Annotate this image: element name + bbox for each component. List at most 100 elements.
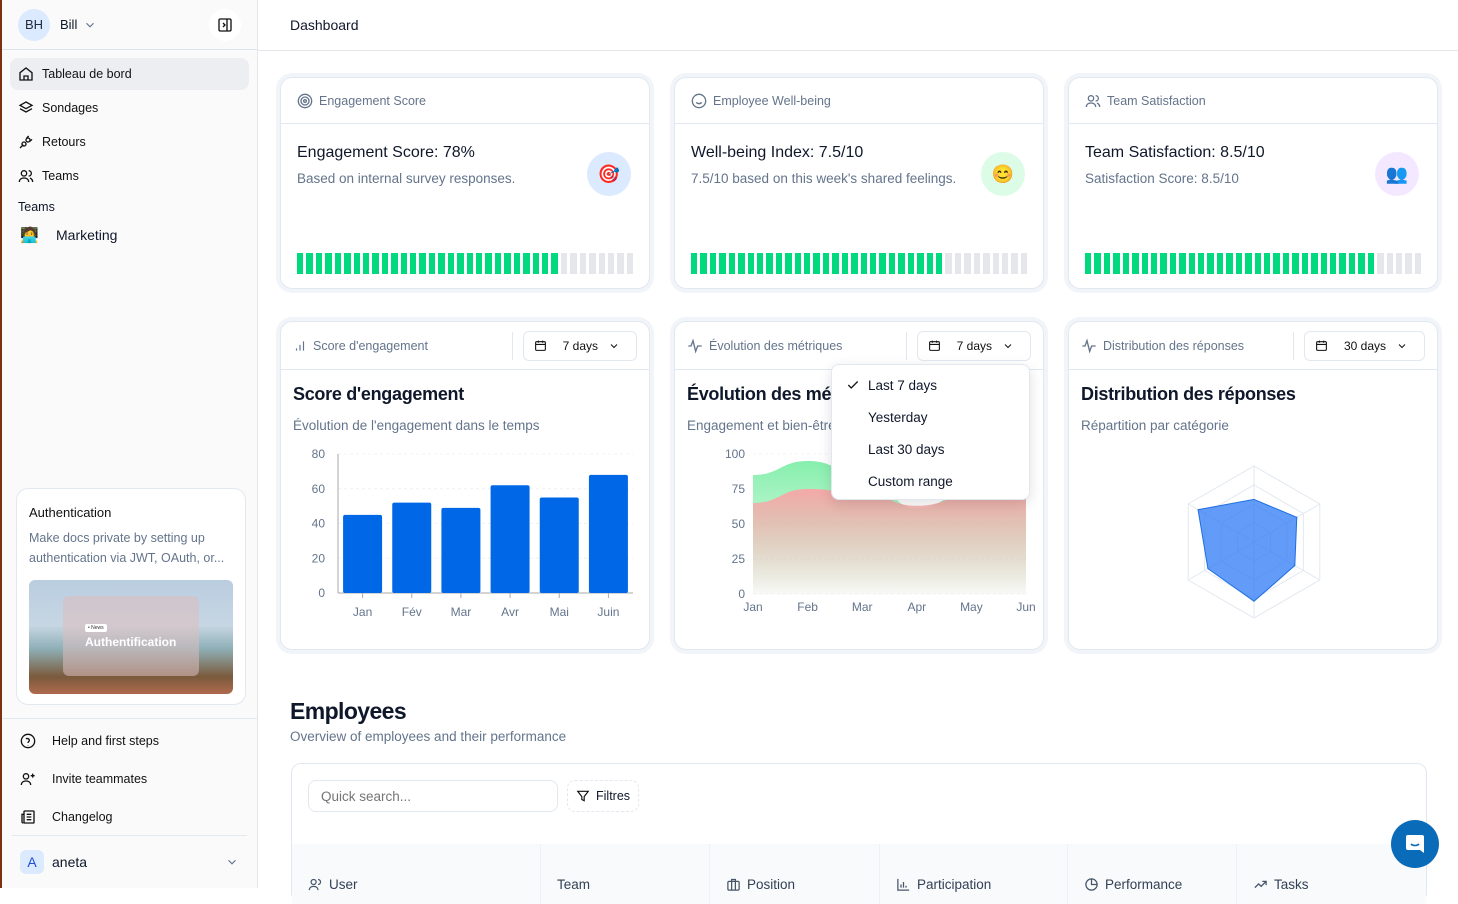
metric-subtitle: Satisfaction Score: 8.5/10 xyxy=(1085,171,1239,186)
progress-segment xyxy=(1329,253,1337,274)
calendar-icon xyxy=(534,340,546,351)
team-emoji-icon: 🧑‍💻 xyxy=(20,227,39,244)
progress-segment xyxy=(598,253,605,274)
progress-segment xyxy=(1001,253,1009,274)
card-header: Distribution des réponses 30 days xyxy=(1069,322,1437,370)
progress-segment xyxy=(1179,253,1186,274)
sidebar-item-teams[interactable]: Teams xyxy=(10,160,249,192)
users-icon xyxy=(308,878,322,890)
people-emoji-icon: 👥 xyxy=(1375,152,1419,196)
metric-card-engagement: Engagement Score Engagement Score: 78% B… xyxy=(280,77,650,289)
progress-segment xyxy=(691,253,698,274)
dropdown-option-custom-range[interactable]: Custom range xyxy=(832,465,1029,497)
dropdown-option-last-7-days[interactable]: Last 7 days xyxy=(832,369,1029,401)
filters-label: Filtres xyxy=(596,789,631,803)
x-tick-label: Apr xyxy=(907,600,926,614)
x-tick-label: Feb xyxy=(797,600,818,614)
team-item-marketing[interactable]: 🧑‍💻 Marketing xyxy=(10,220,249,250)
user-name[interactable]: Bill xyxy=(60,17,78,32)
calendar-icon xyxy=(1316,340,1327,351)
progress-segment xyxy=(617,253,624,274)
chart-subtitle: Engagement et bien-être xyxy=(687,418,836,433)
invite-link[interactable]: Invite teammates xyxy=(10,761,249,797)
users-icon xyxy=(1085,94,1101,107)
progress-segment xyxy=(926,253,933,274)
progress-segment xyxy=(813,253,820,274)
option-label: Yesterday xyxy=(868,409,928,425)
progress-segment xyxy=(973,253,981,274)
help-link[interactable]: Help and first steps xyxy=(10,723,249,759)
progress-segment xyxy=(504,253,511,274)
quick-search-input[interactable] xyxy=(308,780,558,812)
y-tick-label: 60 xyxy=(312,482,326,496)
progress-segment xyxy=(1292,253,1299,274)
sidebar-item-label: Teams xyxy=(42,169,79,183)
range-select[interactable]: 7 days xyxy=(916,330,1031,361)
progress-segment xyxy=(1301,253,1309,274)
progress-segment xyxy=(756,253,764,274)
team-label: Marketing xyxy=(56,227,118,243)
progress-segment xyxy=(728,253,736,274)
promo-image: • News Authentification xyxy=(29,580,233,694)
employees-subtitle: Overview of employees and their performa… xyxy=(290,729,567,744)
progress-segment xyxy=(794,253,802,274)
column-header-participation[interactable]: Participation xyxy=(880,844,1068,904)
account-switcher[interactable]: A aneta xyxy=(12,835,247,888)
radar-point xyxy=(1296,516,1298,518)
column-header-user[interactable]: User xyxy=(292,844,541,904)
x-tick-label: May xyxy=(960,600,983,614)
progress-segment xyxy=(1245,253,1252,274)
column-header-performance[interactable]: Performance xyxy=(1068,844,1237,904)
sidebar-item-feedback[interactable]: Retours xyxy=(10,126,249,158)
progress-segment xyxy=(1103,253,1111,274)
bar xyxy=(539,497,579,593)
collapse-sidebar-button[interactable] xyxy=(209,8,241,41)
chevron-down-icon[interactable] xyxy=(83,18,97,32)
page-header: Dashboard xyxy=(258,0,1458,51)
metric-subtitle: Based on internal survey responses. xyxy=(297,171,516,186)
progress-segment xyxy=(428,253,436,274)
progress-segment xyxy=(315,253,323,274)
filters-button[interactable]: Filtres xyxy=(567,780,640,812)
promo-card[interactable]: Authentication Make docs private by sett… xyxy=(16,488,246,705)
progress-segment xyxy=(719,253,726,274)
x-tick-label: Jan xyxy=(353,605,372,619)
progress-segment xyxy=(466,253,474,274)
column-header-position[interactable]: Position xyxy=(710,844,880,904)
avatar[interactable]: BH xyxy=(18,8,50,41)
progress-segment xyxy=(419,253,426,274)
range-value: 7 days xyxy=(956,338,992,353)
progress-segment xyxy=(1216,253,1224,274)
layers-icon xyxy=(18,101,34,113)
chart-subtitle: Évolution de l'engagement dans le temps xyxy=(293,418,540,433)
column-label: Position xyxy=(747,876,796,892)
progress-segment xyxy=(344,253,351,274)
bar xyxy=(441,507,481,593)
chat-support-button[interactable] xyxy=(1391,820,1439,868)
range-select[interactable]: 7 days xyxy=(522,330,637,361)
progress-bar xyxy=(691,253,1028,274)
progress-segment xyxy=(1395,253,1403,274)
progress-segment xyxy=(1254,253,1262,274)
range-select[interactable]: 30 days xyxy=(1303,330,1425,361)
employees-table-card: Filtres User Team Position Participation… xyxy=(291,763,1427,904)
column-header-team[interactable]: Team xyxy=(541,844,710,904)
progress-segment xyxy=(1311,253,1318,274)
progress-segment xyxy=(1282,253,1290,274)
dropdown-option-last-30-days[interactable]: Last 30 days xyxy=(832,433,1029,465)
y-tick-label: 0 xyxy=(738,587,745,601)
x-tick-label: Avr xyxy=(501,605,519,619)
user-header: BH Bill xyxy=(2,0,257,50)
promo-text: Make docs private by setting up authenti… xyxy=(29,531,225,565)
x-tick-label: Mar xyxy=(451,605,472,619)
progress-segment xyxy=(523,253,530,274)
dropdown-option-yesterday[interactable]: Yesterday xyxy=(832,401,1029,433)
progress-segment xyxy=(381,253,389,274)
invite-label: Invite teammates xyxy=(52,772,148,786)
changelog-link[interactable]: Changelog xyxy=(10,799,249,835)
progress-segment xyxy=(1113,253,1120,274)
sidebar-item-dashboard[interactable]: Tableau de bord xyxy=(10,58,249,90)
sidebar-item-surveys[interactable]: Sondages xyxy=(10,92,249,124)
target-icon xyxy=(297,93,313,108)
column-label: Performance xyxy=(1105,876,1183,892)
